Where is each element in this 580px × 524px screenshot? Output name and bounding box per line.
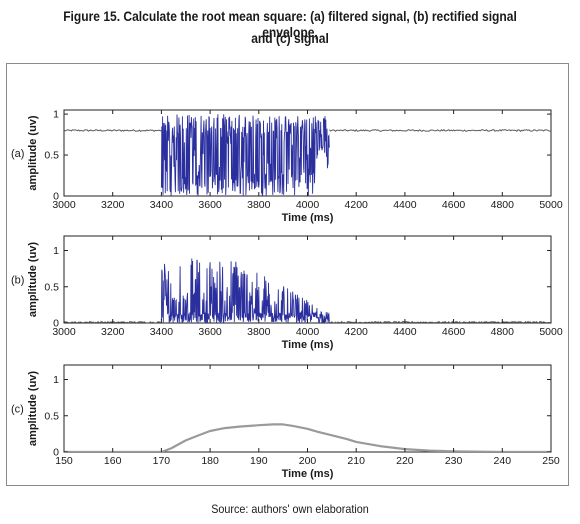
baseline-pre-burst (64, 129, 162, 132)
x-tick-label: 4000 (296, 199, 320, 211)
y-tick-label: 0 (53, 447, 59, 459)
x-tick-label: 240 (494, 455, 512, 467)
x-tick-label: 3200 (101, 199, 125, 211)
x-tick-label: 3000 (52, 326, 76, 338)
x-tick-label: 170 (153, 455, 171, 467)
series-group (64, 423, 551, 452)
y-axis-label: amplitude (uv) (27, 371, 39, 447)
figure-caption-line-1: Figure 15. Calculate the root mean squar… (63, 8, 517, 40)
x-axis-label: Time (ms) (282, 468, 334, 480)
x-tick-label: 4200 (345, 199, 369, 211)
panel-label: (c) (11, 404, 24, 416)
y-tick-label: 1 (53, 245, 59, 257)
y-tick-label: 0.5 (44, 410, 59, 422)
panel-b: 0 0.5 1 3000 3200 3400 3600 3800 4000 4200 4400 460… (11, 235, 563, 351)
x-tick-label: 4000 (296, 326, 320, 338)
x-tick-label: 3600 (198, 326, 222, 338)
x-tick-label: 3800 (247, 199, 271, 211)
x-tick-label: 180 (201, 455, 219, 467)
x-tick-label: 4200 (345, 326, 369, 338)
panel-c: 0 0.5 1 150 160 170 180 190 200 210 220 230 240 250 Ti… (11, 364, 560, 480)
x-tick-label: 5000 (539, 199, 563, 211)
x-tick-label: 190 (250, 455, 268, 467)
rms-envelope-line (64, 423, 551, 452)
x-tick-label: 220 (396, 455, 414, 467)
x-axis-label: Time (ms) (282, 339, 334, 351)
y-tick-label: 1 (53, 374, 59, 386)
y-tick-label: 0 (53, 191, 59, 203)
x-tick-label: 160 (104, 455, 122, 467)
x-tick-label: 4400 (393, 326, 417, 338)
x-tick-label: 4800 (491, 199, 515, 211)
x-tick-label: 210 (347, 455, 365, 467)
x-tick-label: 3400 (150, 326, 174, 338)
series-group (64, 114, 551, 196)
x-tick-label: 200 (299, 455, 317, 467)
y-tick-label: 0.5 (44, 150, 59, 162)
y-tick-label: 0.5 (44, 281, 59, 293)
x-tick-label: 3400 (150, 199, 174, 211)
y-tick-label: 1 (53, 109, 59, 121)
figure-caption-line-2: and (c) signal (251, 30, 329, 46)
panel-label: (b) (11, 275, 24, 287)
x-tick-label: 3200 (101, 326, 125, 338)
panel-a: 0 0.5 1 3000 3200 3400 3600 3800 4000 4200 4400 460… (11, 109, 563, 224)
y-axis-label: amplitude (uv) (27, 242, 39, 318)
y-tick-label: 0 (53, 318, 59, 330)
x-tick-label: 4600 (442, 326, 466, 338)
y-axis-label: amplitude (uv) (27, 115, 39, 191)
x-tick-label: 3800 (247, 326, 271, 338)
figure-source: Source: authors' own elaboration (211, 502, 369, 516)
x-tick-label: 150 (55, 455, 73, 467)
x-tick-label: 5000 (539, 326, 563, 338)
x-axis-label: Time (ms) (282, 212, 334, 224)
emg-burst-line (160, 114, 330, 196)
plot-area (63, 364, 552, 453)
x-tick-label: 4600 (442, 199, 466, 211)
emg-burst-line (160, 258, 330, 323)
baseline-post-burst (329, 129, 551, 132)
x-tick-label: 4800 (491, 326, 515, 338)
x-tick-label: 250 (542, 455, 560, 467)
baseline-post-burst (329, 320, 551, 323)
x-tick-label: 230 (445, 455, 463, 467)
x-tick-label: 3600 (198, 199, 222, 211)
x-tick-label: 4400 (393, 199, 417, 211)
x-tick-label: 3000 (52, 199, 76, 211)
panel-label: (a) (11, 148, 24, 160)
